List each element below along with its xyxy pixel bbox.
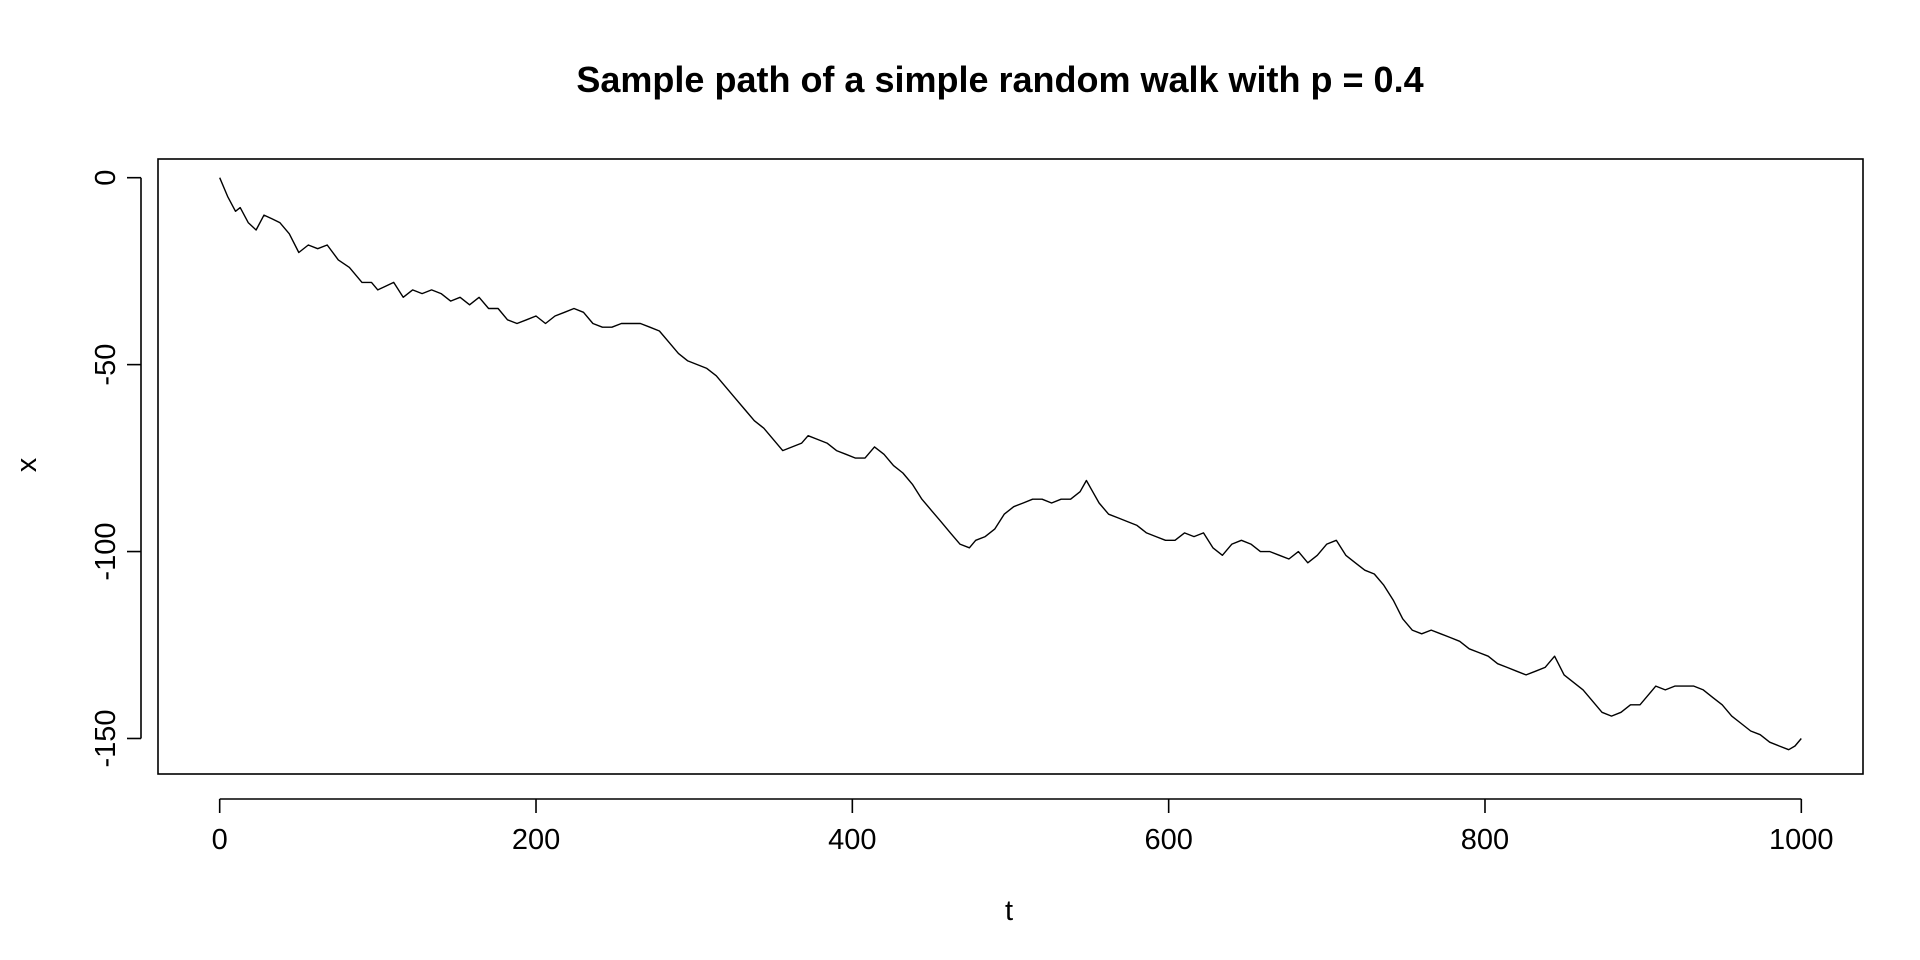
x-axis-label: t bbox=[1005, 895, 1013, 927]
x-axis: 0 200 400 600 800 1000 bbox=[212, 798, 1834, 856]
x-tick-label: 200 bbox=[512, 824, 560, 856]
x-tick-label: 0 bbox=[212, 824, 228, 856]
chart-title: Sample path of a simple random walk with… bbox=[576, 59, 1423, 100]
y-axis-label: x bbox=[11, 457, 43, 472]
y-tick-label: -50 bbox=[90, 344, 122, 386]
x-tick-label: 600 bbox=[1144, 824, 1192, 856]
y-tick-label: -100 bbox=[90, 523, 122, 581]
y-axis: 0 -50 -100 -150 bbox=[90, 170, 142, 768]
series-line bbox=[219, 177, 1802, 751]
x-tick-label: 800 bbox=[1461, 824, 1509, 856]
y-tick-label: 0 bbox=[90, 170, 122, 186]
x-tick-label: 1000 bbox=[1769, 824, 1834, 856]
y-tick-label: -150 bbox=[90, 709, 122, 767]
x-tick-label: 400 bbox=[828, 824, 876, 856]
plot-frame bbox=[157, 158, 1864, 775]
